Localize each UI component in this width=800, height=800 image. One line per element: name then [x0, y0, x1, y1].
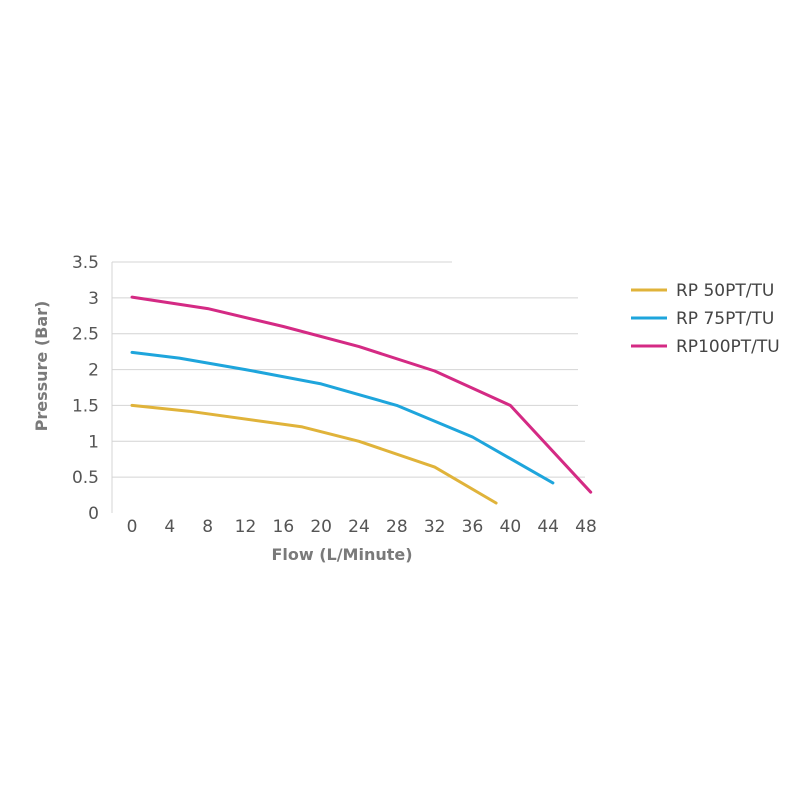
y-tick-labels: 0 0.5 1 1.5 2 2.5 3 3.5	[72, 253, 99, 524]
y-tick-label: 2	[88, 361, 99, 381]
series-lines	[130, 295, 593, 505]
legend: RP 50PT/TU RP 75PT/TU RP100PT/TU	[631, 281, 780, 357]
x-tick-label: 20	[310, 517, 332, 537]
x-tick-label: 28	[386, 517, 408, 537]
legend-label: RP100PT/TU	[676, 337, 780, 357]
y-axis-title: Pressure (Bar)	[32, 301, 51, 432]
x-tick-label: 4	[164, 517, 175, 537]
x-tick-label: 32	[424, 517, 446, 537]
y-tick-label: 2.5	[72, 325, 99, 345]
x-tick-label: 40	[500, 517, 522, 537]
x-tick-label: 24	[348, 517, 370, 537]
y-tick-label: 1	[88, 432, 99, 452]
series-line-1	[130, 403, 498, 505]
y-tick-label: 0	[88, 504, 99, 524]
x-tick-label: 12	[235, 517, 257, 537]
y-tick-label: 1.5	[72, 396, 99, 416]
grid-lines	[111, 261, 585, 513]
x-tick-label: 36	[462, 517, 484, 537]
series-line-3	[130, 295, 593, 494]
x-tick-label: 44	[537, 517, 559, 537]
y-tick-label: 0.5	[72, 468, 99, 488]
legend-label: RP 50PT/TU	[676, 281, 774, 301]
x-tick-label: 8	[202, 517, 213, 537]
legend-label: RP 75PT/TU	[676, 309, 774, 329]
x-tick-label: 16	[273, 517, 295, 537]
x-tick-labels: 0 4 8 12 16 20 24 28 32 36 40 44 48	[127, 517, 597, 537]
x-axis-title: Flow (L/Minute)	[271, 545, 412, 564]
y-tick-label: 3.5	[72, 253, 99, 273]
y-tick-label: 3	[88, 289, 99, 309]
series-line-2	[130, 350, 555, 485]
x-tick-label: 0	[127, 517, 138, 537]
x-tick-label: 48	[575, 517, 597, 537]
